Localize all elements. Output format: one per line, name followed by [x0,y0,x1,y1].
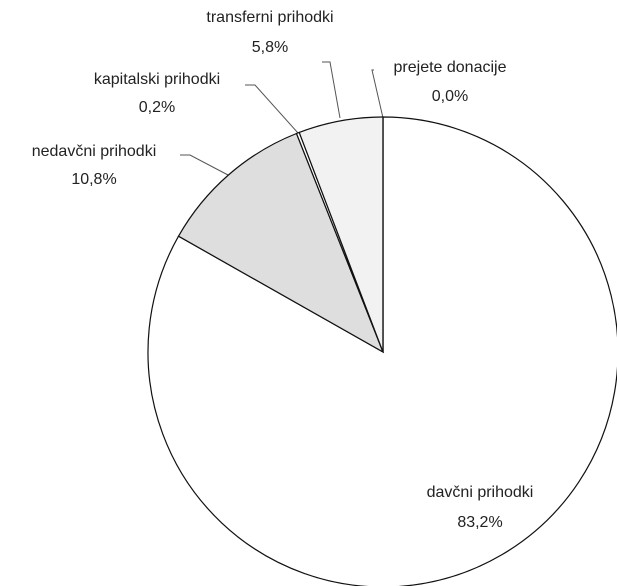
slice-value-label: 0,0% [432,88,468,105]
slice-value-label: 83,2% [457,514,502,531]
slice-value-label: 10,8% [71,171,116,188]
slice-value-label: 0,2% [139,99,175,116]
leader-line [371,69,384,119]
leader-line [245,84,299,134]
slice-value-label: 5,8% [252,39,288,56]
pie-slice [147,116,617,586]
leader-line [322,61,341,119]
slice-label: transferni prihodki [206,9,333,26]
slice-label: nedavčni prihodki [32,143,157,160]
slice-label: kapitalski prihodki [94,71,220,88]
leader-line [180,154,229,176]
pie-slice [177,132,385,354]
slice-label: davčni prihodki [427,484,534,501]
slice-label: prejete donacije [394,59,507,76]
